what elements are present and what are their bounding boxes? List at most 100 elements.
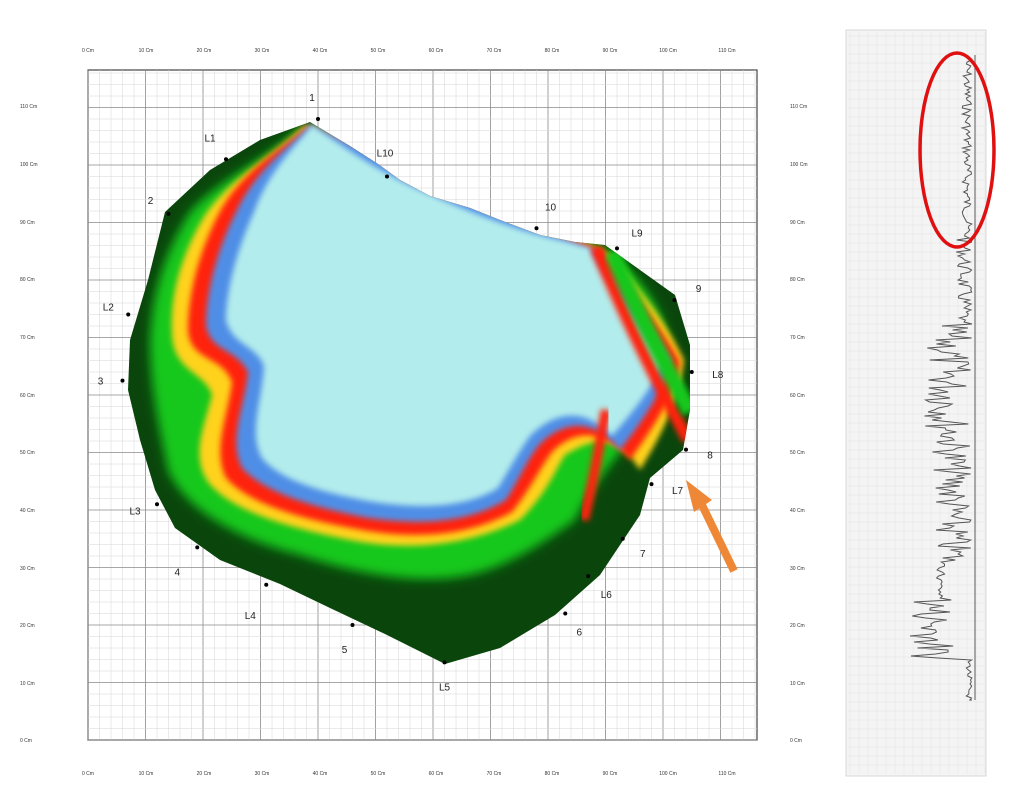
x-tick-label-bottom: 20 Cm	[197, 771, 212, 777]
y-tick-label-left: 50 Cm	[20, 450, 35, 456]
x-tick-label-top: 90 Cm	[603, 48, 618, 54]
y-tick-label-right: 100 Cm	[790, 162, 808, 168]
perimeter-point-label: L9	[631, 228, 643, 239]
y-tick-label-left: 70 Cm	[20, 335, 35, 341]
y-tick-label-right: 70 Cm	[790, 335, 805, 341]
map-right-ridge-outer	[590, 245, 690, 443]
y-tick-label-right: 0 Cm	[790, 738, 802, 744]
perimeter-point	[615, 246, 619, 251]
y-tick-label-right: 40 Cm	[790, 508, 805, 514]
x-tick-label-top: 10 Cm	[139, 48, 154, 54]
y-tick-label-right: 60 Cm	[790, 393, 805, 399]
x-tick-label-bottom: 80 Cm	[545, 771, 560, 777]
perimeter-point	[350, 623, 355, 627]
y-tick-label-left: 0 Cm	[20, 738, 32, 744]
perimeter-point	[684, 447, 688, 452]
perimeter-point-label: L8	[712, 370, 724, 381]
y-tick-label-left: 40 Cm	[20, 508, 35, 514]
x-tick-label-bottom: 50 Cm	[371, 771, 386, 777]
perimeter-point	[620, 536, 625, 541]
y-tick-label-right: 50 Cm	[790, 450, 805, 456]
perimeter-point	[195, 545, 200, 550]
map-cavity	[226, 125, 662, 506]
perimeter-point	[689, 370, 694, 374]
perimeter-point	[224, 157, 228, 162]
perimeter-point	[649, 482, 654, 487]
perimeter-point-label: L6	[601, 590, 613, 601]
x-tick-label-bottom: 40 Cm	[313, 771, 328, 777]
perimeter-point-label: 9	[696, 284, 702, 295]
strip-trace	[909, 59, 974, 701]
perimeter-point	[155, 502, 159, 507]
x-tick-label-top: 20 Cm	[197, 48, 212, 54]
x-tick-label-top: 30 Cm	[255, 48, 270, 54]
perimeter-point	[442, 660, 447, 665]
map-fin-ridge	[579, 409, 611, 522]
y-tick-label-left: 30 Cm	[20, 566, 35, 572]
y-tick-label-right: 80 Cm	[790, 277, 805, 283]
y-tick-label-right: 30 Cm	[790, 566, 805, 572]
perimeter-point	[166, 211, 171, 216]
y-tick-label-left: 80 Cm	[20, 277, 35, 283]
perimeter-point	[563, 611, 568, 616]
perimeter-point	[534, 226, 539, 231]
perimeter-point	[126, 312, 131, 317]
x-tick-label-top: 50 Cm	[371, 48, 386, 54]
x-tick-label-top: 110 Cm	[718, 48, 735, 54]
orange-arrow	[686, 480, 738, 573]
perimeter-point-label: 6	[576, 628, 582, 639]
x-tick-label-bottom: 100 Cm	[659, 771, 677, 777]
perimeter-point-label: L3	[129, 506, 141, 517]
strip-grid	[848, 32, 986, 774]
perimeter-point-label: 8	[707, 451, 713, 462]
x-tick-label-bottom: 0 Cm	[82, 771, 94, 777]
y-tick-label-left: 100 Cm	[20, 162, 38, 168]
x-tick-label-bottom: 60 Cm	[429, 771, 444, 777]
perimeter-point	[120, 378, 125, 383]
perimeter-point-label: L1	[204, 133, 216, 144]
y-tick-label-left: 90 Cm	[20, 220, 35, 226]
perimeter-point-label: 4	[174, 567, 180, 578]
x-tick-label-top: 70 Cm	[487, 48, 502, 54]
perimeter-point	[586, 574, 591, 579]
x-tick-label-top: 60 Cm	[429, 48, 444, 54]
perimeter-point-label: 2	[148, 196, 154, 207]
perimeter-point-label: L5	[439, 682, 451, 693]
perimeter-point	[316, 117, 320, 121]
x-tick-label-top: 80 Cm	[545, 48, 560, 54]
map-right-ridge-inner	[604, 248, 690, 416]
perimeter-point-label: 1	[309, 93, 315, 104]
perimeter-point-label: 3	[98, 377, 104, 388]
x-tick-label-top: 0 Cm	[82, 48, 94, 54]
y-tick-label-left: 10 Cm	[20, 681, 35, 687]
y-tick-label-right: 10 Cm	[790, 681, 805, 687]
x-tick-label-bottom: 10 Cm	[139, 771, 154, 777]
x-tick-label-bottom: 30 Cm	[255, 771, 270, 777]
y-tick-label-right: 20 Cm	[790, 623, 805, 629]
y-tick-label-left: 20 Cm	[20, 623, 35, 629]
perimeter-point-label: 5	[342, 645, 348, 656]
highlight-ellipse	[918, 51, 996, 249]
perimeter-point-label: L2	[103, 303, 115, 314]
y-tick-label-right: 110 Cm	[790, 104, 807, 110]
perimeter-point	[672, 298, 677, 303]
perimeter-point	[385, 174, 389, 179]
y-tick-label-left: 60 Cm	[20, 393, 35, 399]
y-tick-label-right: 90 Cm	[790, 220, 805, 226]
y-tick-label-left: 110 Cm	[20, 104, 37, 110]
x-tick-label-bottom: 90 Cm	[603, 771, 618, 777]
perimeter-points: 1 L1 2 L2 3 L3 4 L4 5 L5 6 L6 7 L7 8 L8 9 L9 10 L10	[98, 93, 724, 693]
perimeter-point-label: 7	[640, 549, 646, 560]
perimeter-point	[264, 582, 269, 587]
wound-map	[128, 122, 690, 664]
perimeter-point-label: L7	[672, 486, 684, 497]
x-tick-label-bottom: 110 Cm	[718, 771, 735, 777]
perimeter-point-label: 10	[545, 202, 557, 213]
perimeter-point-label: L10	[377, 149, 394, 160]
x-tick-label-bottom: 70 Cm	[487, 771, 502, 777]
x-tick-label-top: 100 Cm	[659, 48, 677, 54]
x-tick-label-top: 40 Cm	[313, 48, 328, 54]
recording-strip	[845, 29, 996, 777]
strip-paper	[845, 29, 987, 777]
